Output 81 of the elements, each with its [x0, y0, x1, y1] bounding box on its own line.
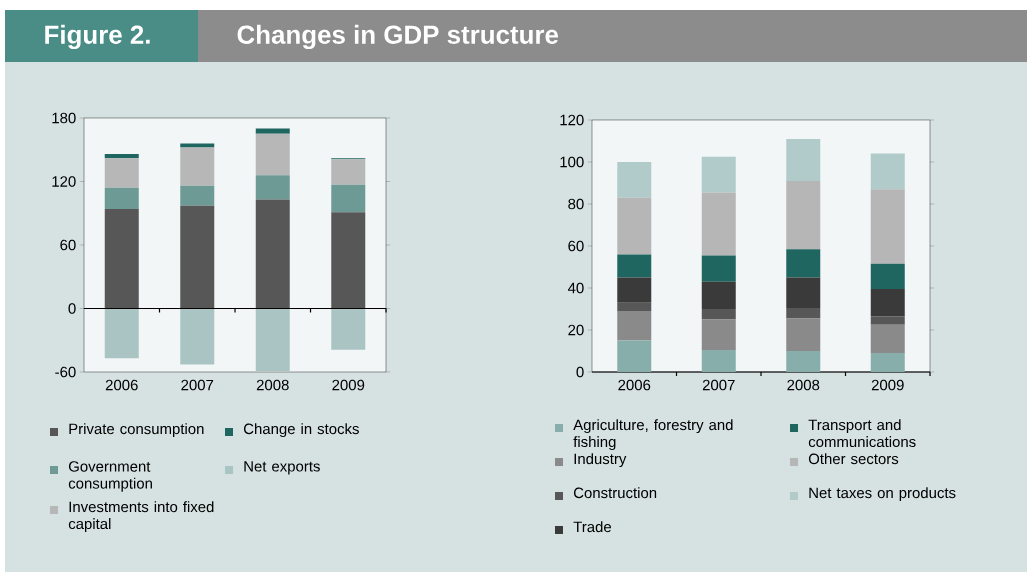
- bar: [617, 311, 652, 341]
- y-tick-label: 120: [560, 114, 584, 126]
- x-tick-label: 2009: [871, 379, 904, 391]
- bar: [786, 350, 821, 372]
- bar: [870, 324, 905, 354]
- legend-label: Transport and communications: [808, 419, 916, 448]
- legend-label: Construction: [573, 487, 657, 499]
- x-tick-label: 2006: [105, 379, 138, 391]
- legend-label: Private consumption: [69, 423, 204, 438]
- bar: [255, 128, 290, 134]
- x-tick-label: 2007: [181, 379, 214, 391]
- bar: [870, 289, 905, 317]
- legend-label: Industry: [574, 453, 627, 468]
- y-tick-label: 80: [568, 198, 584, 210]
- bar: [255, 199, 290, 309]
- bar: [180, 205, 215, 309]
- bar: [786, 180, 821, 250]
- bar: [180, 185, 215, 206]
- bar: [617, 340, 652, 372]
- y-tick-label: 180: [52, 112, 76, 124]
- bar: [255, 308, 290, 371]
- bar: [617, 302, 652, 312]
- bar: [701, 156, 736, 193]
- bar: [701, 192, 736, 256]
- bar: [786, 249, 821, 278]
- y-tick-label: 0: [68, 303, 76, 314]
- bar: [786, 138, 821, 181]
- bar: [617, 277, 652, 303]
- y-tick-label: 60: [60, 239, 76, 251]
- bar: [104, 153, 139, 159]
- legend-label: Other sectors: [808, 453, 899, 465]
- bar: [786, 318, 821, 351]
- x-tick-label: 2009: [332, 379, 365, 391]
- x-tick-label: 2006: [618, 379, 651, 391]
- bar: [331, 212, 366, 309]
- bar: [180, 308, 215, 365]
- legend-label: Net exports: [244, 461, 320, 475]
- chart-title: Changes in GDP structure: [237, 24, 559, 50]
- bar: [331, 184, 366, 213]
- bar: [701, 308, 736, 320]
- bar: [701, 255, 736, 282]
- y-tick-label: 100: [560, 156, 584, 168]
- bar: [870, 189, 905, 264]
- bar: [331, 159, 366, 185]
- bar: [255, 133, 290, 176]
- x-tick-label: 2008: [787, 379, 820, 391]
- y-tick-label: 40: [567, 282, 584, 294]
- bar: [180, 147, 215, 186]
- y-tick-label: 20: [568, 324, 584, 336]
- bar: [701, 319, 736, 350]
- bar: [255, 175, 290, 200]
- bar: [870, 263, 905, 290]
- y-tick-label: 0: [576, 366, 584, 378]
- bar: [870, 316, 905, 325]
- x-tick-label: 2008: [256, 379, 289, 391]
- y-tick-label: -60: [55, 366, 76, 378]
- bar: [104, 209, 139, 309]
- bar: [701, 281, 736, 309]
- x-tick-label: 2007: [702, 379, 735, 391]
- legend-label: Trade: [573, 521, 612, 533]
- bar: [870, 353, 905, 372]
- bar: [104, 158, 139, 188]
- bar: [701, 349, 736, 372]
- bar: [617, 161, 652, 198]
- bar: [870, 153, 905, 190]
- y-tick-label: 60: [568, 240, 584, 252]
- bar: [617, 254, 652, 278]
- bar: [786, 277, 821, 308]
- legend-label: Government consumption: [68, 461, 152, 492]
- bar: [104, 308, 139, 359]
- caption: Figure 2.: [45, 24, 150, 50]
- legend-label: Investments into fixed capital: [68, 501, 214, 533]
- bar: [617, 197, 652, 255]
- bar: [104, 187, 139, 209]
- bar: [180, 143, 215, 148]
- legend-label: Agriculture, forestry and fishing: [573, 419, 733, 451]
- bar: [331, 308, 366, 350]
- bar: [786, 307, 821, 319]
- y-tick-label: 120: [52, 176, 76, 187]
- legend-label: Change in stocks: [243, 423, 359, 438]
- legend-label: Net taxes on products: [809, 487, 956, 502]
